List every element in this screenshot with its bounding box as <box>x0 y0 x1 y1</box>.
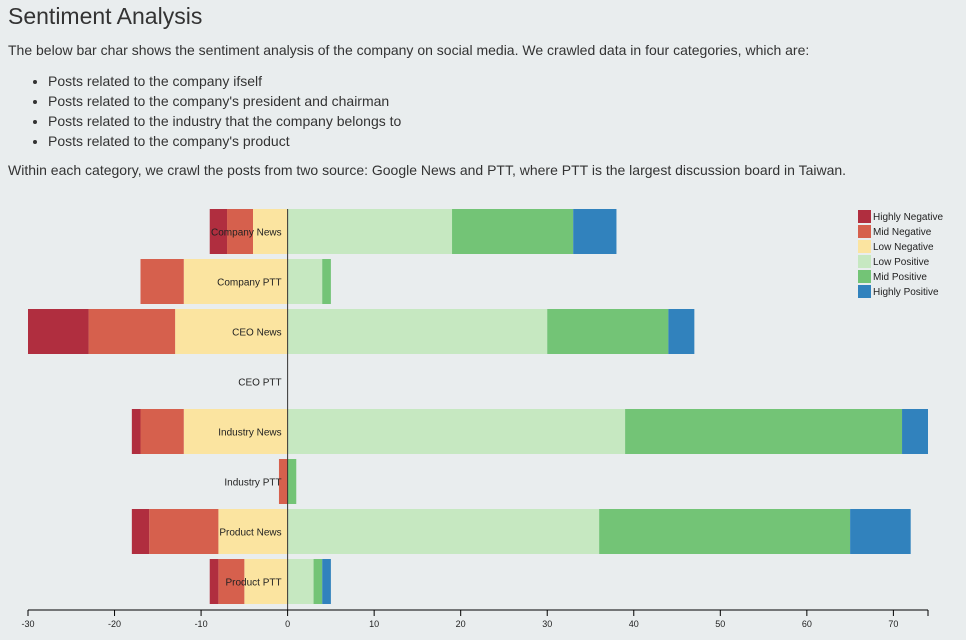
bar-low-negative <box>253 209 288 254</box>
bar-mid-negative <box>227 209 253 254</box>
page-title: Sentiment Analysis <box>8 3 203 29</box>
legend-entry: Low Positive <box>873 257 930 268</box>
legend-entry: Low Negative <box>873 242 934 253</box>
bar-mid-negative <box>88 309 176 354</box>
bar-mid-positive <box>313 559 323 604</box>
legend-entry: Highly Positive <box>873 287 939 298</box>
x-axis: -30 -20 -10 0 10 20 30 40 50 60 70 <box>21 609 929 629</box>
bar-mid-positive <box>625 409 903 454</box>
bar-mid-negative <box>149 509 219 554</box>
bar-mid-positive <box>287 459 297 504</box>
legend-entry: Highly Negative <box>873 212 943 223</box>
list-item: Posts related to the company ifself <box>48 71 401 91</box>
category-list: Posts related to the company ifself Post… <box>8 71 401 151</box>
x-tick-label: 60 <box>802 619 812 629</box>
legend-swatch <box>858 240 871 253</box>
x-tick-label: -10 <box>195 619 208 629</box>
category-label: Industry News <box>218 428 281 439</box>
category-label: Product PTT <box>225 578 281 589</box>
bar-low-negative <box>183 409 288 454</box>
list-item: Posts related to the industry that the c… <box>48 111 401 131</box>
legend-entry: Mid Positive <box>873 272 927 283</box>
bar-mid-negative <box>140 409 184 454</box>
legend-swatch <box>858 285 871 298</box>
bar-mid-negative <box>140 259 184 304</box>
x-tick-label: 0 <box>285 619 290 629</box>
bar-highly-negative <box>209 559 219 604</box>
bar-highly-positive <box>322 559 331 604</box>
x-tick-label: 50 <box>715 619 725 629</box>
category-label: Company PTT <box>217 278 281 289</box>
bar-highly-negative <box>131 509 150 554</box>
bar-highly-negative <box>131 409 141 454</box>
x-tick-label: -30 <box>21 619 34 629</box>
legend-swatch <box>858 210 871 223</box>
bar-low-negative <box>218 509 288 554</box>
intro-text: The below bar char shows the sentiment a… <box>8 42 810 58</box>
bar-low-negative <box>175 309 288 354</box>
bar-low-positive <box>287 309 548 354</box>
bar-highly-negative <box>28 309 89 354</box>
bar-highly-positive <box>850 509 911 554</box>
legend-swatch <box>858 270 871 283</box>
bar-low-negative <box>183 259 288 304</box>
bar-highly-positive <box>668 309 695 354</box>
bar-highly-positive <box>902 409 928 454</box>
category-label: CEO News <box>232 328 281 339</box>
category-label: Product News <box>219 528 281 539</box>
x-tick-label: 10 <box>369 619 379 629</box>
legend-swatch <box>858 255 871 268</box>
bars <box>28 209 928 604</box>
x-tick-label: 40 <box>629 619 639 629</box>
x-tick-label: 70 <box>888 619 898 629</box>
bar-low-positive <box>287 259 323 304</box>
bar-highly-negative <box>209 209 228 254</box>
category-label: Company News <box>211 228 282 239</box>
bar-low-positive <box>287 209 453 254</box>
legend-swatch <box>858 225 871 238</box>
category-label: CEO PTT <box>238 378 281 389</box>
bar-mid-positive <box>547 309 669 354</box>
legend-entry: Mid Negative <box>873 227 932 238</box>
bar-highly-positive <box>573 209 617 254</box>
x-tick-label: 20 <box>456 619 466 629</box>
outro-text: Within each category, we crawl the posts… <box>8 162 847 178</box>
list-item: Posts related to the company's president… <box>48 91 401 111</box>
x-tick-label: 30 <box>542 619 552 629</box>
x-tick-label: -20 <box>108 619 121 629</box>
bar-low-positive <box>287 559 314 604</box>
bar-mid-negative <box>278 459 288 504</box>
bar-mid-positive <box>322 259 331 304</box>
bar-mid-negative <box>218 559 245 604</box>
bar-low-positive <box>287 509 600 554</box>
legend: Highly Negative Mid Negative Low Negative L… <box>858 210 943 298</box>
bar-mid-positive <box>452 209 574 254</box>
bar-low-negative <box>244 559 288 604</box>
category-label: Industry PTT <box>224 478 281 489</box>
bar-mid-positive <box>599 509 851 554</box>
list-item: Posts related to the company's product <box>48 131 401 151</box>
bar-low-positive <box>287 409 626 454</box>
